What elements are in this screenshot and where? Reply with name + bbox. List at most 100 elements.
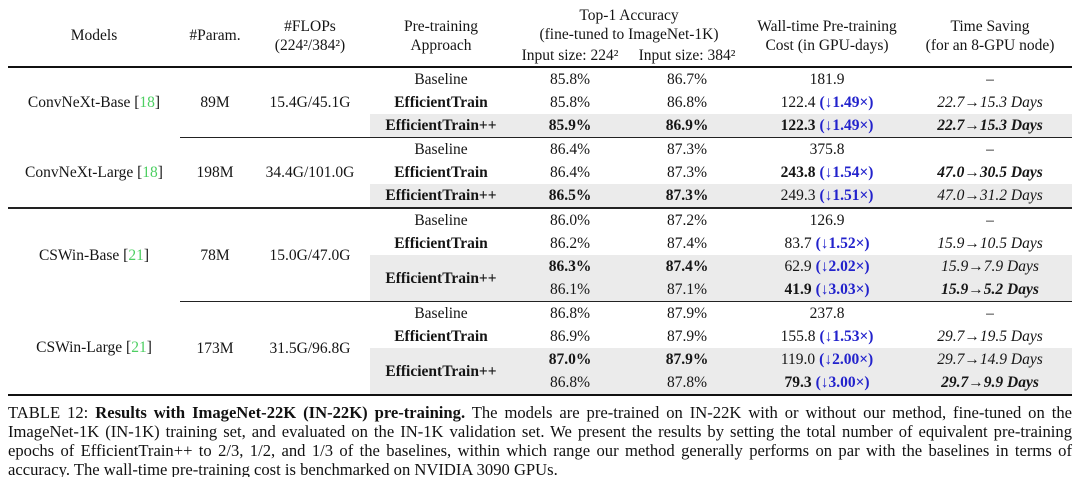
approach-cell: EfficientTrain: [394, 328, 488, 345]
table-row: EfficientTrain 86.2% 87.4% 83.7 (↓1.52×) …: [8, 232, 1072, 255]
approach-cell: EfficientTrain++: [370, 184, 512, 209]
speedup-badge: (↓3.03×): [815, 281, 870, 298]
cost-cell: 155.8 (↓1.53×): [746, 325, 908, 348]
params-cell: 78M: [180, 208, 250, 302]
acc384-cell: 87.4%: [628, 255, 747, 278]
cost-value: 122.4: [780, 94, 816, 111]
acc384-cell: 87.3%: [666, 164, 708, 181]
model-name: ConvNeXt-Base: [27, 94, 131, 112]
flops-cell: 15.4G/45.1G: [250, 67, 370, 138]
bracket: ]: [157, 163, 163, 181]
bracket: [: [123, 246, 129, 264]
cost-cell: 249.3 (↓1.51×): [746, 184, 909, 209]
citation-ref[interactable]: 18: [139, 94, 155, 112]
cost-value: 122.3: [780, 117, 816, 134]
acc384-cell: 86.9%: [628, 114, 747, 138]
bracket: ]: [154, 94, 161, 112]
model-name: CSWin-Large: [36, 339, 123, 357]
block-convnext-large: ConvNeXt-Large [18] 198M 34.4G/101.0G Ba…: [8, 137, 1073, 209]
cost-cell: 122.4 (↓1.49×): [746, 91, 908, 114]
cost-value: 237.8: [809, 305, 845, 322]
acc384-cell: 86.8%: [666, 94, 708, 111]
cost-value: 181.9: [809, 71, 845, 88]
model-name: CSWin-Base: [38, 246, 120, 264]
caption-label: TABLE 12:: [8, 403, 89, 422]
table-row: EfficientTrain 86.9% 87.9% 155.8 (↓1.53×)…: [8, 325, 1072, 348]
citation-ref[interactable]: 21: [131, 339, 147, 357]
approach-cell: EfficientTrain++: [370, 348, 512, 395]
table-row: ConvNeXt-Large [18] 198M 34.4G/101.0G Ba…: [8, 137, 1072, 209]
timesaving-header-line1: Time Saving: [950, 17, 1030, 35]
cost-cell: 41.9 (↓3.03×): [746, 278, 909, 302]
time-saving-cell: 15.9→7.9 Days: [908, 255, 1073, 278]
cost-cell: 122.3 (↓1.49×): [746, 114, 909, 138]
params-cell: 173M: [196, 339, 234, 357]
flops-cell: 31.5G/96.8G: [269, 339, 351, 357]
caption-body: The models are pre-trained on IN-22K wit…: [8, 403, 1072, 477]
approach-cell: Baseline: [414, 141, 468, 158]
cost-cell: 243.8 (↓1.54×): [746, 161, 908, 184]
model-name: ConvNeXt-Large: [25, 163, 134, 181]
bracket: [: [137, 163, 143, 181]
block-cswin-large: CSWin-Large [21] 173M 31.5G/96.8G Baseli…: [8, 302, 1073, 395]
acc384-cell: 87.4%: [666, 235, 708, 252]
caption-title-bold: Results with ImageNet-22K (IN-22K) pre-t…: [95, 403, 466, 422]
acc384-cell: 87.1%: [628, 278, 747, 302]
speedup-badge: (↓1.53×): [819, 328, 874, 345]
approach-cell: EfficientTrain: [394, 235, 488, 252]
flops-cell: 15.0G/47.0G: [250, 208, 370, 302]
cost-value: 249.3: [780, 187, 816, 204]
table-row-highlighted: 86.1% 87.1% 41.9 (↓3.03×) 15.9→5.2 Days: [8, 278, 1073, 302]
acc224-cell: 86.9%: [549, 328, 591, 345]
block-cswin-base: CSWin-Base [21] 78M 15.0G/47.0G Baseline…: [8, 208, 1073, 302]
acc224-cell: 86.5%: [512, 184, 628, 209]
table-row-highlighted: EfficientTrain++ 85.9% 86.9% 122.3 (↓1.49…: [8, 114, 1073, 138]
cost-value: 83.7: [784, 235, 812, 252]
cost-cell: 83.7 (↓1.52×): [746, 232, 908, 255]
time-saving-cell: 47.0→31.2 Days: [908, 184, 1073, 209]
acc384-cell: 87.9%: [666, 305, 708, 322]
col-header-walltime-cost: Wall-time Pre-training Cost (in GPU-days…: [746, 5, 909, 68]
speedup-badge: (↓1.49×): [819, 94, 874, 111]
approach-header-line2: Approach: [410, 36, 472, 54]
col-header-params: #Param.: [180, 5, 250, 68]
model-cell: CSWin-Base [21]: [8, 208, 180, 302]
acc224-cell: 85.8%: [549, 94, 591, 111]
cost-value: 243.8: [780, 164, 816, 181]
approach-cell: EfficientTrain: [394, 164, 488, 181]
time-saving-cell: 29.7→14.9 Days: [908, 348, 1073, 371]
acc224-cell: 86.8%: [549, 305, 591, 322]
flops-header-line2: (224²/384²): [274, 36, 346, 54]
acc224-cell: 86.4%: [549, 164, 591, 181]
approach-cell: EfficientTrain: [394, 94, 488, 111]
results-table: Models #Param. #FLOPs (224²/384²) Pre-tr…: [8, 5, 1073, 396]
table-row-highlighted: EfficientTrain++ 86.3% 87.4% 62.9 (↓2.02×…: [8, 255, 1073, 302]
timesaving-header-line2: (for an 8-GPU node): [925, 36, 1055, 54]
acc224-cell: 85.9%: [512, 114, 628, 138]
bracket: ]: [146, 339, 152, 357]
cost-value: 126.9: [809, 212, 845, 229]
speedup-badge: (↓2.00×): [819, 351, 874, 368]
approach-cell: Baseline: [414, 71, 468, 88]
flops-header-line1: #FLOPs: [284, 17, 336, 35]
top1-header-line2: (fine-tuned to ImageNet-1K): [539, 26, 719, 43]
citation-ref[interactable]: 18: [142, 163, 158, 181]
table-row: EfficientTrain 86.4% 87.3% 243.8 (↓1.54×)…: [8, 161, 1072, 184]
table-row-highlighted: 86.8% 87.8% 79.3 (↓3.00×) 29.7→9.9 Days: [8, 371, 1073, 395]
time-saving-cell: 15.9→5.2 Days: [908, 278, 1073, 302]
acc224-cell: 85.8%: [549, 71, 591, 88]
cost-cell: 79.3 (↓3.00×): [746, 371, 909, 395]
time-saving-cell: –: [986, 141, 994, 158]
acc384-cell: 87.3%: [628, 184, 747, 209]
table-row: EfficientTrain 85.8% 86.8% 122.4 (↓1.49×)…: [8, 91, 1072, 114]
time-saving-cell: 15.9→10.5 Days: [937, 235, 1043, 252]
walltime-header-line2: Cost (in GPU-days): [765, 36, 889, 54]
cost-cell: 375.8: [746, 138, 908, 162]
table-caption: TABLE 12: Results with ImageNet-22K (IN-…: [8, 403, 1072, 477]
speedup-badge: (↓3.00×): [815, 374, 870, 391]
cost-value: 79.3: [784, 374, 812, 391]
citation-ref[interactable]: 21: [128, 246, 144, 264]
table-row: CSWin-Large [21] 173M 31.5G/96.8G Baseli…: [8, 302, 1072, 357]
cost-cell: 62.9 (↓2.02×): [746, 255, 909, 278]
acc384-cell: 87.8%: [628, 371, 747, 395]
